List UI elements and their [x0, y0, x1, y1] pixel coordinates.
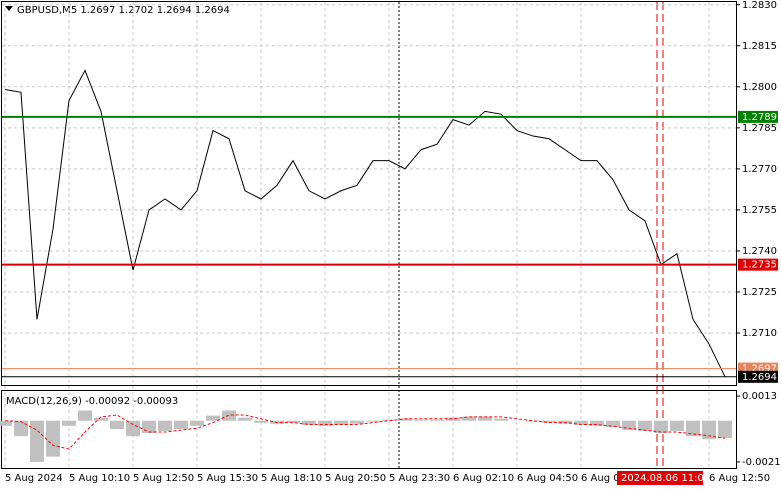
macd-bar	[334, 420, 348, 425]
macd-title: MACD(12,26,9) -0.00092 -0.00093	[6, 396, 178, 407]
macd-bar	[78, 410, 92, 421]
macd-bar	[350, 420, 364, 424]
macd-bar	[222, 410, 236, 421]
macd-bar	[158, 420, 172, 431]
macd-bar	[46, 420, 60, 457]
y-tick-label: 1.2755	[742, 205, 777, 216]
macd-bar	[590, 420, 604, 426]
menu-arrow[interactable]	[5, 6, 13, 11]
macd-bar	[702, 420, 716, 440]
macd-bar	[638, 420, 652, 431]
price-line	[4, 69, 726, 378]
level-label: 1.2697	[742, 364, 777, 375]
x-tick-label: 5 Aug 2024	[5, 473, 63, 484]
level-label: 1.2735	[742, 260, 777, 271]
cursor-box	[617, 471, 703, 485]
x-tick-label: 5 Aug 23:30	[389, 473, 450, 484]
macd-bar	[446, 417, 460, 421]
macd-bar	[494, 418, 508, 421]
y-tick-label: 1.2710	[742, 328, 777, 339]
macd-bar	[30, 420, 44, 462]
main-pane	[1, 1, 737, 386]
macd-bar	[14, 420, 28, 437]
macd-bar	[622, 420, 636, 430]
cursor-label: 2024.08.06 11:00	[621, 473, 710, 484]
y-tick-label: 0.0013	[742, 391, 777, 402]
chart-title: GBPUSD,M5 1.2697 1.2702 1.2694 1.2694	[17, 5, 230, 16]
macd-pane	[1, 390, 737, 469]
macd-bar	[478, 416, 492, 421]
macd-bar	[462, 416, 476, 421]
macd-bar	[126, 420, 140, 437]
level-label: 1.2694	[742, 372, 777, 383]
x-tick-label: 6 Aug 04:50	[517, 473, 578, 484]
x-tick-label: 6 Aug 07:30	[581, 473, 642, 484]
macd-bar	[62, 420, 76, 426]
macd-bar	[238, 417, 252, 421]
level-box	[738, 258, 778, 271]
macd-bar	[0, 420, 12, 426]
y-tick-label: 1.2830	[742, 0, 777, 11]
x-tick-label: 5 Aug 12:50	[133, 473, 194, 484]
macd-bar	[430, 419, 444, 421]
macd-bar	[174, 420, 188, 430]
level-box	[738, 370, 778, 383]
macd-bar	[94, 417, 108, 421]
macd-bar	[542, 420, 556, 423]
macd-bar	[366, 420, 380, 422]
macd-bar	[382, 419, 396, 421]
x-tick-label: 6 Aug 12:50	[709, 473, 770, 484]
y-tick-label: 1.2785	[742, 123, 777, 134]
x-tick-label: 6 Aug 02:10	[453, 473, 514, 484]
y-tick-label: 1.2815	[742, 41, 777, 52]
x-tick-label: 5 Aug 15:30	[197, 473, 258, 484]
macd-bar	[254, 420, 268, 423]
macd-bar	[318, 420, 332, 426]
y-tick-label: 1.2770	[742, 164, 777, 175]
level-label: 1.2789	[742, 112, 777, 123]
x-tick-label: 5 Aug 18:10	[261, 473, 322, 484]
macd-bar	[654, 420, 668, 433]
macd-bar	[302, 420, 316, 425]
macd-bar	[574, 420, 588, 425]
y-tick-label: 1.2800	[742, 82, 777, 93]
macd-bar	[286, 420, 300, 423]
y-tick-label: -0.00218	[742, 457, 781, 468]
macd-bar	[110, 420, 124, 430]
macd-bar	[526, 420, 540, 422]
y-tick-label: 1.2725	[742, 287, 777, 298]
level-box	[738, 110, 778, 123]
macd-bar	[190, 420, 204, 426]
macd-bar	[606, 420, 620, 427]
x-tick-label: 5 Aug 10:10	[69, 473, 130, 484]
x-tick-label: 5 Aug 20:50	[325, 473, 386, 484]
macd-bar	[414, 419, 428, 421]
macd-bar	[398, 418, 412, 421]
macd-bar	[686, 420, 700, 437]
macd-bar	[206, 415, 220, 421]
y-tick-label: 1.2740	[742, 246, 777, 257]
macd-bar	[718, 420, 732, 439]
macd-bar	[142, 420, 156, 433]
macd-bar	[670, 420, 684, 431]
signal-line	[4, 414, 726, 450]
